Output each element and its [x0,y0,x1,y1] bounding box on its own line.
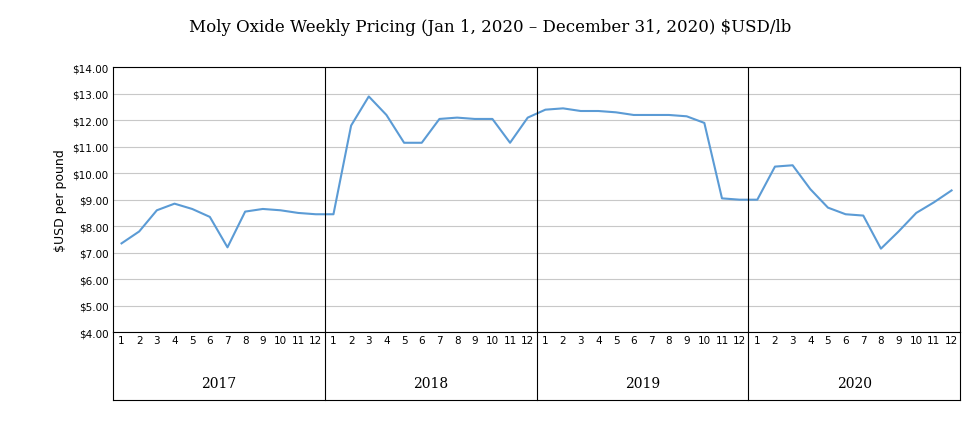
Text: 2020: 2020 [837,377,872,390]
Y-axis label: $USD per pound: $USD per pound [54,149,67,251]
Text: 2019: 2019 [625,377,661,390]
Text: 2017: 2017 [201,377,236,390]
Text: 2018: 2018 [413,377,448,390]
Text: Moly Oxide Weekly Pricing (Jan 1, 2020 – December 31, 2020) $USD/lb: Moly Oxide Weekly Pricing (Jan 1, 2020 –… [189,19,791,36]
